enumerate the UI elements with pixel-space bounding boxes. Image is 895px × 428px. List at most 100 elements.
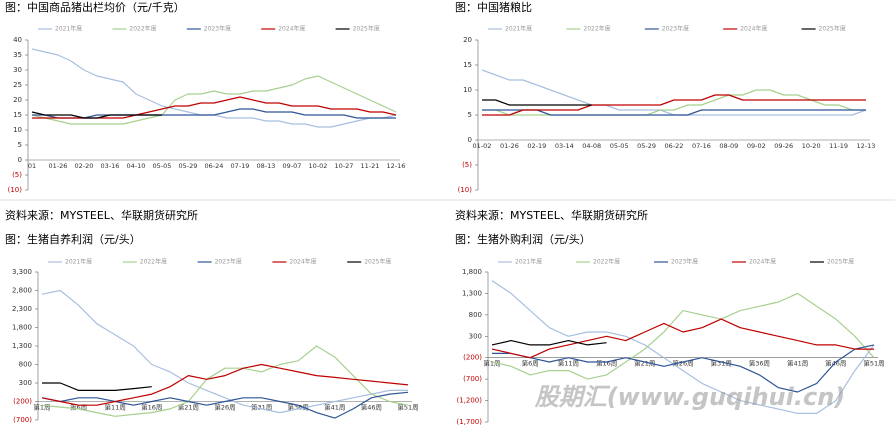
legend-label: 2022年度	[129, 25, 156, 33]
legend-label: 2023年度	[215, 258, 242, 266]
y-tick-label: 40	[13, 36, 22, 44]
x-tick-label: 第26周	[672, 359, 693, 368]
x-tick-label: 03-14	[555, 142, 574, 150]
x-tick-label: 07-19	[231, 162, 250, 170]
x-tick-label: 09-26	[774, 142, 793, 150]
x-tick-label: 第36周	[288, 403, 309, 412]
y-tick-label: (10)	[458, 186, 473, 194]
series-line	[491, 292, 875, 380]
legend-label: 2021年度	[55, 25, 82, 33]
series-line	[491, 318, 874, 359]
y-tick-label: (10)	[8, 186, 23, 194]
series-line	[482, 89, 866, 116]
x-tick-label: 第6周	[522, 359, 539, 368]
x-tick-label: 12-16	[387, 162, 406, 170]
x-tick-label: 09-02	[747, 142, 766, 150]
y-tick-label: 0	[468, 136, 472, 144]
x-tick-label: 第16周	[596, 359, 617, 368]
y-tick-label: (200)	[463, 354, 482, 362]
legend-label: 2024年度	[289, 258, 316, 266]
y-tick-label: 20	[13, 96, 22, 104]
x-tick-label: 第46周	[361, 403, 382, 412]
x-tick-label: 08-09	[719, 142, 738, 150]
x-tick-label: 10-20	[802, 142, 821, 150]
x-tick-label: 第1周	[33, 403, 50, 412]
series-line	[491, 280, 875, 414]
series-line	[31, 75, 397, 125]
x-tick-label: 第36周	[749, 359, 770, 368]
y-tick-label: 35	[13, 51, 22, 59]
x-tick-label: 第11周	[558, 359, 579, 368]
x-tick-label: 05-29	[179, 162, 198, 170]
x-tick-label: 04-10	[127, 162, 146, 170]
x-tick-label: 第46周	[825, 359, 846, 368]
series-line	[41, 345, 409, 417]
x-tick-label: 02-20	[75, 162, 94, 170]
series-line	[42, 382, 152, 391]
y-tick-label: 1,300	[12, 342, 32, 350]
x-tick-label: 07-16	[692, 142, 711, 150]
y-tick-label: (5)	[462, 161, 472, 169]
series-line	[482, 99, 592, 106]
x-tick-label: 06-22	[665, 142, 684, 150]
x-tick-label: 01-26	[500, 142, 519, 150]
legend-label: 2022年度	[140, 258, 167, 266]
x-tick-label: 第41周	[787, 359, 808, 368]
y-tick-label: 3,300	[12, 268, 32, 276]
x-tick-label: 第51周	[397, 403, 418, 412]
legend-label: 2025年度	[819, 25, 846, 33]
y-tick-label: 1,800	[462, 268, 482, 276]
legend-label: 2025年度	[353, 25, 380, 33]
y-tick-label: 800	[19, 361, 32, 369]
x-tick-label: 10-27	[335, 162, 354, 170]
y-tick-label: 15	[13, 111, 22, 119]
x-tick-label: 第21周	[178, 403, 199, 412]
series-line	[492, 344, 875, 393]
x-tick-label: 08-13	[257, 162, 276, 170]
legend-label: 2024年度	[740, 25, 767, 33]
x-tick-label: 04-08	[582, 142, 601, 150]
x-tick-label: 06-24	[205, 162, 224, 170]
y-tick-label: 10	[463, 86, 472, 94]
y-tick-label: (700)	[463, 375, 482, 383]
x-tick-label: 第16周	[141, 403, 162, 412]
x-tick-label: 01-02	[473, 142, 492, 150]
x-tick-label: 10-02	[309, 162, 328, 170]
y-tick-label: 0	[18, 156, 22, 164]
legend-label: 2022年度	[583, 25, 610, 33]
y-tick-label: 15	[463, 61, 472, 69]
legend-label: 2021年度	[515, 258, 542, 266]
x-tick-label: 11-21	[361, 162, 380, 170]
source-note: 资料来源：MYSTEEL、华联期货研究所	[455, 208, 648, 222]
legend-label: 2021年度	[65, 258, 92, 266]
x-tick-label: 09-07	[283, 162, 302, 170]
legend-label: 2023年度	[662, 25, 689, 33]
y-tick-label: (200)	[13, 398, 32, 406]
x-tick-label: 02-19	[527, 142, 546, 150]
x-tick-label: 第26周	[214, 403, 235, 412]
legend-label: 2023年度	[204, 25, 231, 33]
legend-label: 2024年度	[749, 258, 776, 266]
chart-title: 图：生猪自养利润（元/头）	[5, 232, 141, 246]
series-line	[491, 340, 607, 346]
legend-label: 2021年度	[505, 25, 532, 33]
y-tick-label: 30	[13, 66, 22, 74]
x-tick-label: 01-26	[49, 162, 68, 170]
x-tick-label: 第21周	[634, 359, 655, 368]
x-tick-label: 03-16	[101, 162, 120, 170]
x-tick-label: 第31周	[711, 359, 732, 368]
series-line	[41, 363, 409, 406]
y-tick-label: 25	[13, 81, 22, 89]
y-tick-label: (700)	[13, 416, 32, 424]
y-tick-label: 20	[463, 36, 472, 44]
y-tick-label: (5)	[12, 171, 22, 179]
y-tick-label: (1,200)	[456, 397, 482, 405]
x-tick-label: 第11周	[105, 403, 126, 412]
y-tick-label: 5	[18, 141, 22, 149]
legend-label: 2024年度	[278, 25, 305, 33]
x-tick-label: 05-05	[610, 142, 629, 150]
series-line	[32, 108, 396, 119]
series-line	[41, 289, 408, 414]
series-line	[31, 111, 162, 119]
chart-title: 图：中国猪粮比	[455, 0, 532, 14]
